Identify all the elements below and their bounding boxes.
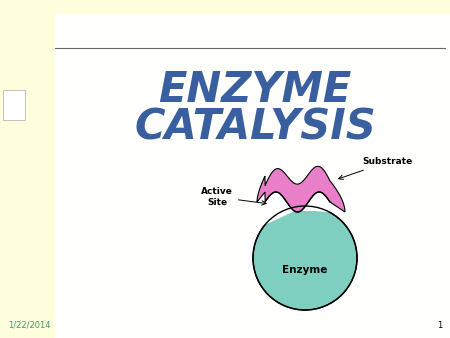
Polygon shape — [265, 192, 330, 225]
Bar — [0, 0, 450, 14]
Bar — [3, 90, 25, 120]
Text: Substrate: Substrate — [339, 158, 412, 179]
Text: 1: 1 — [437, 321, 442, 330]
Circle shape — [253, 206, 357, 310]
Polygon shape — [257, 166, 345, 212]
Text: Active
Site: Active Site — [201, 187, 266, 207]
Text: ENZYME: ENZYME — [158, 69, 351, 111]
Text: Enzyme: Enzyme — [282, 265, 328, 275]
Bar — [0, 0, 55, 338]
Text: 1/22/2014: 1/22/2014 — [8, 321, 50, 330]
Text: CATALYSIS: CATALYSIS — [134, 107, 376, 149]
